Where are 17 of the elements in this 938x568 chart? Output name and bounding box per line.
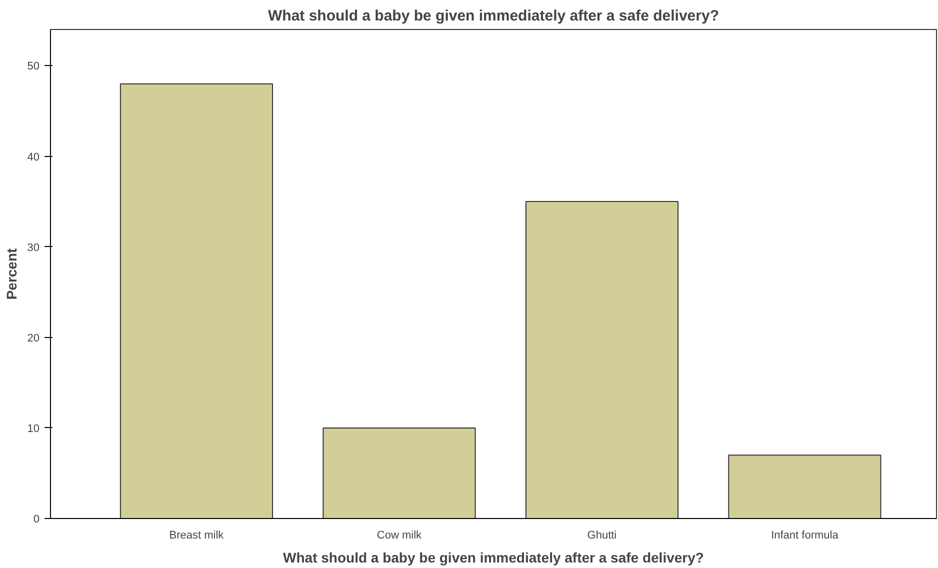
y-axis-title: Percent [3, 248, 20, 300]
x-tick-label: Infant formula [771, 530, 840, 542]
y-tick-label: 10 [27, 422, 40, 435]
x-tick-label: Ghutti [587, 530, 617, 542]
y-tick-label: 30 [27, 242, 40, 254]
x-tick-label: Breast milk [169, 530, 224, 542]
bar [120, 83, 274, 518]
y-tick-label: 0 [33, 514, 40, 526]
chart-title: What should a baby be given immediately after a safe delivery? [268, 8, 719, 24]
bar [322, 427, 476, 518]
bar [728, 454, 882, 518]
y-tick-label: 20 [27, 332, 40, 344]
x-tick-label: Cow milk [376, 530, 422, 542]
x-axis-title: What should a baby be given immediately after a safe delivery? [283, 550, 704, 566]
bar [525, 201, 678, 518]
y-tick-label: 40 [27, 151, 40, 164]
y-tick-label: 50 [27, 60, 40, 73]
